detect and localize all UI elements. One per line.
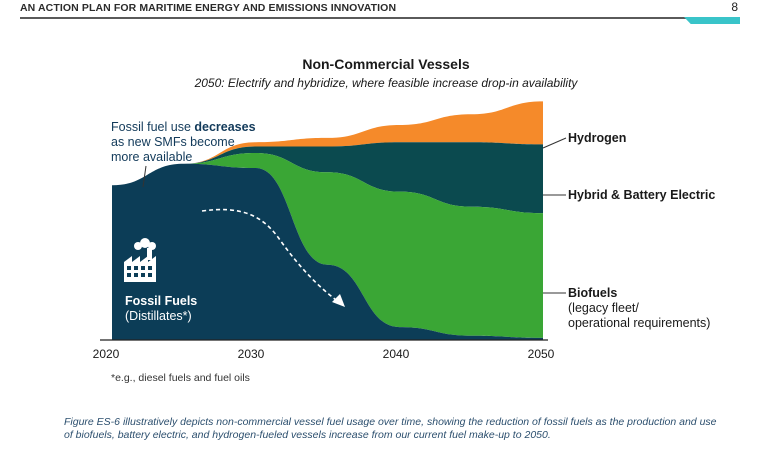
annotation-line3: more available bbox=[111, 150, 193, 164]
legend-biofuels-sub1: (legacy fleet/ bbox=[568, 301, 639, 315]
factory-icon bbox=[124, 238, 156, 282]
decline-arrow-head bbox=[332, 294, 345, 307]
area-hybrid-battery-electric bbox=[112, 142, 543, 214]
annotation-emphasis: decreases bbox=[194, 120, 256, 134]
area-hydrogen bbox=[112, 101, 543, 186]
report-header-title: AN ACTION PLAN FOR MARITIME ENERGY AND E… bbox=[20, 2, 397, 14]
legend-biofuels: Biofuels bbox=[568, 286, 618, 300]
chart-title: Non-Commercial Vessels bbox=[302, 56, 470, 72]
fossil-fuels-subtitle: (Distillates*) bbox=[125, 309, 192, 323]
header-accent bbox=[684, 17, 740, 24]
legend-biofuels-sub2: operational requirements) bbox=[568, 316, 711, 330]
decline-arrow bbox=[201, 208, 337, 301]
fossil-decrease-annotation: Fossil fuel use decreases as new SMFs be… bbox=[111, 120, 311, 165]
header-rule bbox=[20, 17, 720, 19]
leader-hydrogen bbox=[542, 137, 567, 149]
legend-hydrogen: Hydrogen bbox=[568, 131, 627, 145]
chart-subtitle: 2050: Electrify and hybridize, where fea… bbox=[194, 76, 578, 90]
x-tick-2040: 2040 bbox=[382, 347, 410, 361]
page-number: 8 bbox=[731, 0, 738, 14]
legend-hybrid: Hybrid & Battery Electric bbox=[568, 188, 716, 202]
figure-caption: Figure ES-6 illustratively depicts non-c… bbox=[64, 416, 717, 441]
x-tick-2050: 2050 bbox=[527, 347, 555, 361]
area-biofuels bbox=[112, 152, 543, 338]
annotation-pointer bbox=[142, 165, 147, 188]
fossil-fuels-title: Fossil Fuels bbox=[125, 294, 198, 308]
annotation-line2: as new SMFs become bbox=[111, 135, 235, 149]
fossil-fuels-label: Fossil Fuels (Distillates*) bbox=[125, 294, 197, 324]
footnote: *e.g., diesel fuels and fuel oils bbox=[111, 372, 250, 384]
x-tick-2030: 2030 bbox=[237, 347, 265, 361]
x-tick-2020: 2020 bbox=[92, 347, 120, 361]
annotation-line1-prefix: Fossil fuel use bbox=[111, 120, 195, 134]
area-fossil-fuels bbox=[112, 163, 543, 340]
